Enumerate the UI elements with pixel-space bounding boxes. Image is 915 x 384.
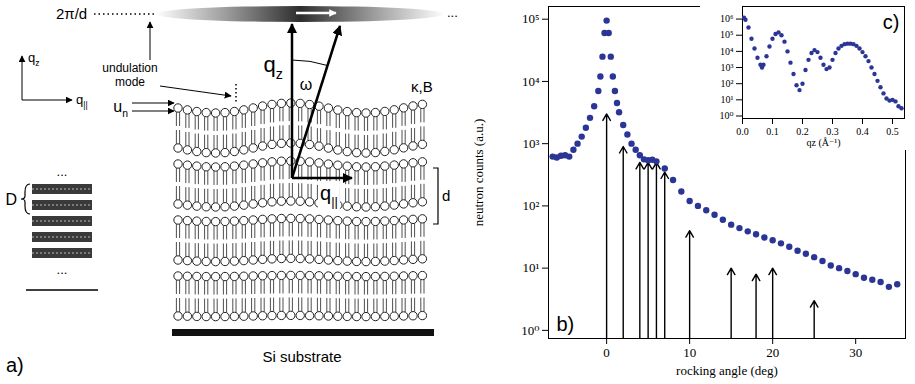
svg-text:0: 0 — [603, 345, 610, 360]
svg-text:qz (Å⁻¹): qz (Å⁻¹) — [806, 137, 840, 149]
svg-text:10⁵: 10⁵ — [522, 11, 540, 26]
svg-text:...: ... — [57, 164, 68, 179]
svg-text:0.3: 0.3 — [826, 126, 839, 137]
svg-text:ω: ω — [300, 76, 313, 93]
svg-text:10⁰: 10⁰ — [521, 323, 539, 338]
svg-text:mode: mode — [115, 75, 145, 89]
svg-text:rocking angle (deg): rocking angle (deg) — [676, 363, 778, 378]
svg-text:0.4: 0.4 — [856, 126, 869, 137]
svg-text:10⁴: 10⁴ — [720, 46, 734, 57]
svg-text:...: ... — [57, 262, 68, 277]
svg-text:10³: 10³ — [721, 62, 734, 73]
svg-text:a): a) — [6, 354, 24, 376]
svg-text:neutron counts (a.u.): neutron counts (a.u.) — [471, 119, 486, 227]
svg-text:20: 20 — [766, 345, 779, 360]
svg-text:q||: q|| — [76, 92, 88, 110]
svg-text:10¹: 10¹ — [523, 260, 540, 275]
svg-text:2π/d: 2π/d — [56, 5, 87, 22]
svg-text:0.1: 0.1 — [766, 126, 779, 137]
svg-text:0.5: 0.5 — [886, 126, 899, 137]
svg-text:Si substrate: Si substrate — [262, 348, 341, 365]
svg-text:q||: q|| — [320, 182, 338, 209]
svg-text:qz: qz — [28, 50, 39, 68]
svg-text:10²: 10² — [721, 78, 734, 89]
svg-text:0.2: 0.2 — [796, 126, 809, 137]
svg-text:10¹: 10¹ — [721, 94, 734, 105]
svg-text:κ,B: κ,B — [411, 78, 433, 95]
svg-text:un: un — [113, 98, 128, 119]
svg-text:d: d — [442, 187, 450, 204]
svg-text:...: ... — [447, 5, 458, 20]
svg-text:c): c) — [883, 11, 900, 33]
svg-text:10⁰: 10⁰ — [719, 110, 733, 121]
svg-text:10⁴: 10⁴ — [522, 74, 540, 89]
svg-text:10: 10 — [683, 345, 696, 360]
svg-text:10²: 10² — [523, 198, 540, 213]
svg-text:10⁶: 10⁶ — [720, 13, 734, 24]
svg-text:D: D — [5, 191, 17, 208]
svg-text:0.0: 0.0 — [736, 126, 749, 137]
svg-text:30: 30 — [849, 345, 862, 360]
svg-text:undulation: undulation — [102, 61, 157, 75]
svg-text:10³: 10³ — [523, 136, 540, 151]
svg-text:b): b) — [557, 313, 575, 335]
svg-text:qz: qz — [264, 52, 283, 82]
svg-text:10⁵: 10⁵ — [720, 29, 734, 40]
